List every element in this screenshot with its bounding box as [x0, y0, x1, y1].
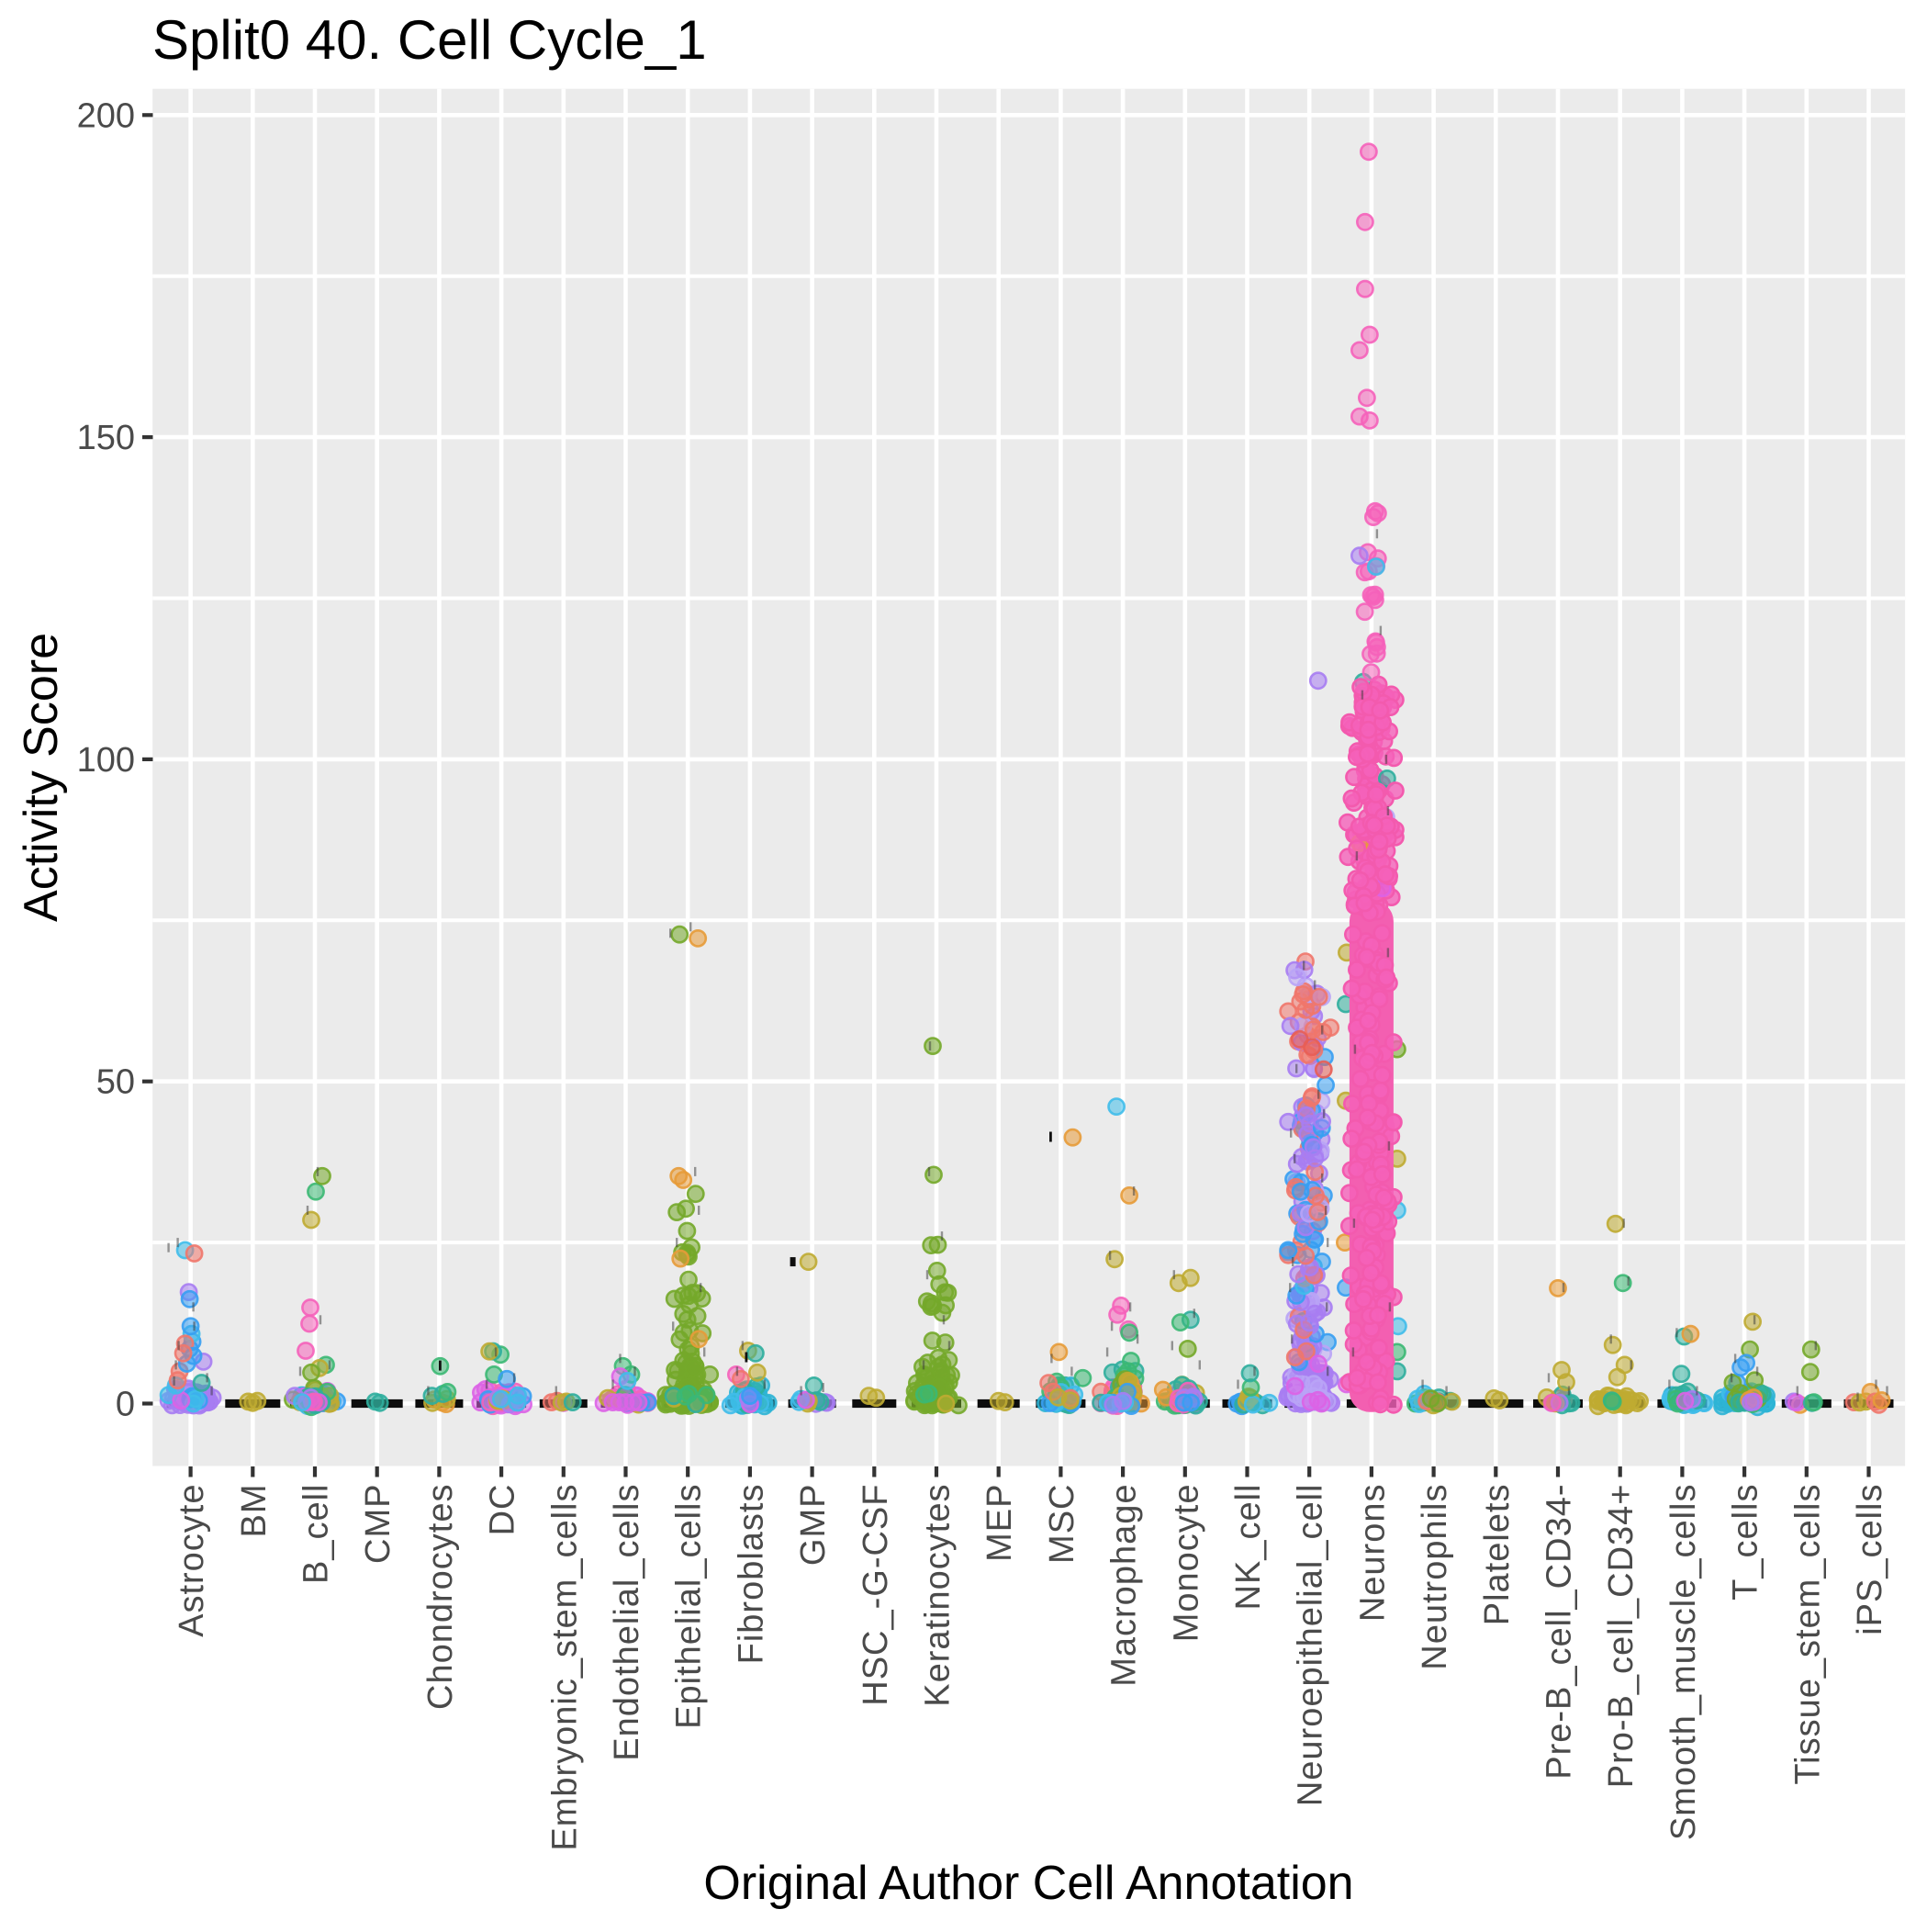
svg-text:Platelets: Platelets — [1478, 1484, 1517, 1626]
svg-text:Macrophage: Macrophage — [1105, 1484, 1144, 1687]
svg-text:GMP: GMP — [794, 1484, 833, 1567]
svg-text:Neutrophils: Neutrophils — [1416, 1484, 1454, 1670]
svg-text:Original Author Cell Annotatio: Original Author Cell Annotation — [703, 1857, 1353, 1910]
svg-text:100: 100 — [77, 741, 135, 780]
svg-text:CMP: CMP — [359, 1484, 398, 1564]
svg-text:Fibroblasts: Fibroblasts — [732, 1484, 770, 1665]
svg-text:DC: DC — [484, 1484, 522, 1536]
svg-text:Monocyte: Monocyte — [1167, 1484, 1205, 1643]
svg-text:T_cells: T_cells — [1727, 1484, 1765, 1601]
svg-text:B_cell: B_cell — [297, 1484, 336, 1585]
svg-text:MEP: MEP — [980, 1484, 1019, 1562]
svg-text:MSC: MSC — [1043, 1484, 1081, 1564]
svg-text:Chondrocytes: Chondrocytes — [421, 1484, 460, 1710]
svg-text:Activity Score: Activity Score — [15, 633, 68, 922]
svg-text:Neuroepithelial_cell: Neuroepithelial_cell — [1292, 1484, 1330, 1807]
svg-text:Tissue_stem_cells: Tissue_stem_cells — [1788, 1484, 1827, 1785]
svg-text:0: 0 — [116, 1386, 135, 1424]
svg-text:Pro-B_cell_CD34+: Pro-B_cell_CD34+ — [1602, 1484, 1641, 1789]
svg-text:Endothelial_cells: Endothelial_cells — [608, 1484, 646, 1761]
svg-text:Keratinocytes: Keratinocytes — [919, 1484, 958, 1707]
svg-text:NK_cell: NK_cell — [1229, 1484, 1268, 1611]
svg-text:iPS_cells: iPS_cells — [1851, 1484, 1889, 1635]
svg-text:50: 50 — [96, 1063, 135, 1102]
svg-text:Split0 40. Cell Cycle_1: Split0 40. Cell Cycle_1 — [152, 9, 707, 71]
svg-text:HSC_-G-CSF: HSC_-G-CSF — [857, 1484, 895, 1706]
svg-text:Neurons: Neurons — [1353, 1484, 1392, 1623]
svg-text:Smooth_muscle_cells: Smooth_muscle_cells — [1664, 1483, 1703, 1840]
svg-text:Pre-B_cell_CD34-: Pre-B_cell_CD34- — [1540, 1484, 1579, 1780]
svg-text:Epithelial_cells: Epithelial_cells — [670, 1484, 709, 1729]
svg-text:200: 200 — [77, 96, 135, 135]
svg-text:BM: BM — [235, 1484, 274, 1538]
svg-text:Astrocyte: Astrocyte — [173, 1484, 211, 1637]
svg-text:150: 150 — [77, 419, 135, 457]
svg-text:Embryonic_stem_cells: Embryonic_stem_cells — [545, 1484, 584, 1851]
